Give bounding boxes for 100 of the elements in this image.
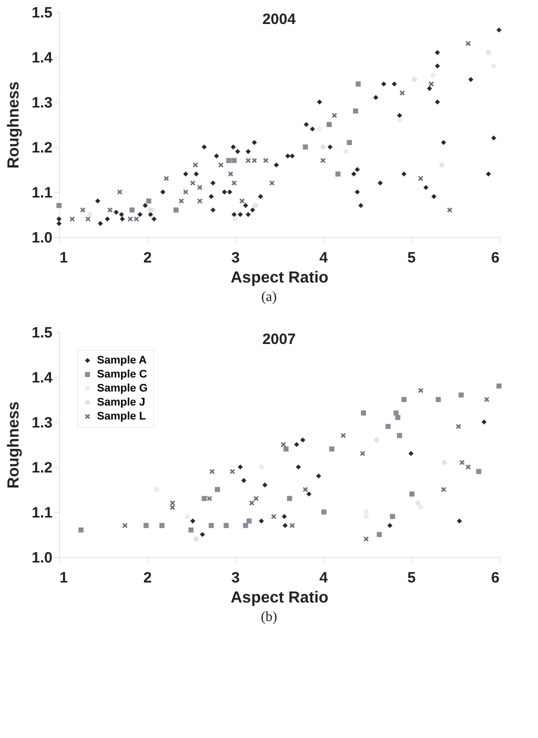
point [496,383,502,389]
point [408,450,414,456]
point [239,198,245,204]
point [360,450,366,456]
point [316,99,322,105]
point [56,216,62,222]
point [326,122,332,128]
point [200,532,205,538]
point [412,76,418,82]
point [320,144,326,150]
point [262,482,268,488]
point [340,432,346,438]
point [282,514,287,520]
point [224,522,229,528]
point [316,126,322,132]
point [466,40,471,46]
point [208,522,214,528]
point [304,122,309,128]
point [227,189,232,195]
point [356,81,361,87]
point [87,212,92,218]
y-tick-label: 1.1 [32,184,52,202]
point [104,216,110,222]
point [160,189,166,195]
point [246,212,251,218]
point [466,464,471,470]
point [486,50,491,56]
point [442,460,447,466]
point [287,496,292,502]
point [70,216,75,222]
point [459,460,465,466]
point [296,464,301,470]
x-tick-label: 1 [60,250,68,266]
point [386,424,391,430]
point [252,202,258,208]
x-tick-label: 6 [491,570,500,586]
point [238,464,243,470]
point [98,220,103,226]
point [387,522,392,528]
point [230,144,236,150]
text: (a) [260,290,278,306]
point [148,207,154,213]
point [243,522,248,528]
point [232,180,237,186]
point [118,212,124,218]
point [439,162,444,168]
point [456,518,462,524]
point [194,536,199,542]
point [129,207,135,213]
point [192,162,198,168]
point [374,437,380,443]
point [151,216,157,222]
point [117,189,122,195]
point [458,392,464,398]
point [354,166,360,172]
point [436,396,441,402]
point [144,522,149,528]
point [230,468,235,474]
point [148,212,154,218]
point [194,171,199,177]
point [249,500,254,506]
x-axis-title: Aspect Ratio [230,270,329,286]
point [137,212,143,218]
point [202,144,207,150]
point [159,522,165,528]
point [173,207,179,213]
point [56,202,62,208]
point [128,216,133,222]
legend-label: Sample A [97,354,147,366]
point [285,153,290,159]
point [364,536,369,542]
point [373,94,378,100]
point [456,424,462,430]
point [401,396,407,402]
point [107,207,113,213]
point [197,184,202,190]
point [418,504,424,510]
y-tick-label: 1.5 [32,4,52,22]
y-tick-label: 1.0 [32,230,52,246]
point [134,216,139,222]
point [164,176,169,182]
point [316,473,322,479]
x-axis-title: Aspect Ratio [230,590,329,606]
point [252,140,257,146]
point [491,135,496,141]
y-tick-label: 1.5 [32,324,52,342]
point [80,207,86,213]
point [184,514,190,520]
x-tick-label: 4 [319,250,328,266]
point [271,514,276,520]
point [210,180,216,186]
chart-title: 2004 [262,11,296,28]
point [282,522,288,528]
point [401,171,407,177]
y-tick-label: 1.4 [32,370,54,386]
point [415,500,421,506]
point [390,514,396,520]
point [320,158,326,164]
legend-label: Sample J [97,396,146,408]
y-tick-label: 1.3 [32,94,52,112]
